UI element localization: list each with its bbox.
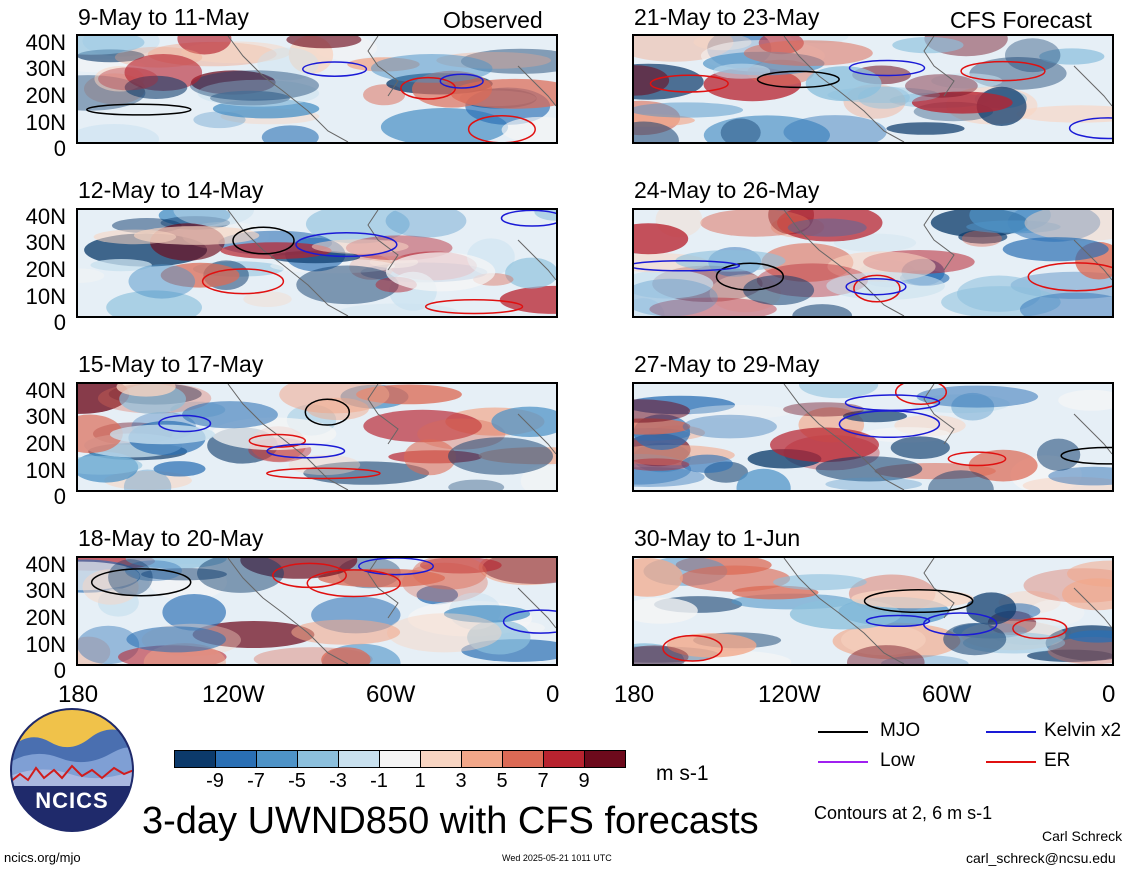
lat-label: 0 — [53, 484, 66, 509]
lat-label: 40N — [25, 552, 66, 577]
colorbar-tick-label: 5 — [496, 770, 508, 792]
colorbar-swatch — [461, 750, 503, 768]
footer-timestamp: Wed 2025-05-21 1011 UTC — [502, 853, 612, 863]
lon-label-120w-right: 120W — [758, 681, 821, 708]
colorbar-tick-label: -1 — [370, 770, 388, 792]
lat-label: 20N — [25, 83, 66, 108]
lat-label: 20N — [25, 257, 66, 282]
colorbar-tick-label: -7 — [247, 770, 265, 792]
lon-label-120w-left: 120W — [202, 681, 265, 708]
panel-title-left-3: 15-May to 17-May — [78, 351, 264, 377]
lat-label: 20N — [25, 431, 66, 456]
map-panel-left-3 — [76, 382, 558, 492]
wind-anomaly-map — [78, 384, 556, 490]
lat-label: 0 — [53, 658, 66, 683]
colorbar-swatch — [379, 750, 421, 768]
panel-title-left-4: 18-May to 20-May — [78, 525, 264, 551]
lon-label-180-right: 180 — [614, 681, 655, 708]
lon-label-60w-left: 60W — [366, 681, 416, 708]
wind-anomaly-map — [78, 558, 556, 664]
lon-label-60w-right: 60W — [922, 681, 972, 708]
kelvin-legend-label: Kelvin x2 — [1044, 720, 1122, 741]
footer-email: carl_schreck@ncsu.edu — [966, 850, 1116, 866]
low-legend-line — [818, 761, 868, 763]
wind-anomaly-map — [634, 558, 1112, 664]
contours-note: Contours at 2, 6 m s-1 — [814, 803, 993, 823]
lon-label-0-left: 0 — [546, 681, 560, 708]
lat-label: 30N — [25, 56, 66, 81]
lat-label: 10N — [25, 110, 66, 135]
lon-label-0-right: 0 — [1102, 681, 1116, 708]
colorbar-swatch — [297, 750, 339, 768]
colorbar-tick-label: 9 — [578, 770, 590, 792]
panel-title-left-2: 12-May to 14-May — [78, 177, 264, 203]
observed-label: Observed — [443, 7, 543, 33]
lat-label: 10N — [25, 458, 66, 483]
lat-label: 0 — [53, 136, 66, 161]
main-title: 3-day UWND850 with CFS forecasts — [142, 800, 759, 842]
wind-anomaly-map — [634, 36, 1112, 142]
low-legend-label: Low — [880, 750, 915, 771]
ncics-logo: NCICS — [10, 708, 134, 832]
panel-title-right-1: 21-May to 23-May — [634, 4, 820, 30]
map-panel-right-1 — [632, 34, 1114, 144]
lat-label: 0 — [53, 310, 66, 335]
panel-title-right-4: 30-May to 1-Jun — [634, 525, 801, 551]
map-panel-right-3 — [632, 382, 1114, 492]
footer-url: ncics.org/mjo — [4, 850, 81, 865]
wind-anomaly-map — [78, 36, 556, 142]
colorbar-tick-label: -5 — [288, 770, 306, 792]
lat-label: 40N — [25, 378, 66, 403]
lat-label: 30N — [25, 578, 66, 603]
er-legend-label: ER — [1044, 750, 1071, 771]
colorbar-swatch — [420, 750, 462, 768]
lat-label: 40N — [25, 204, 66, 229]
map-panel-left-1 — [76, 34, 558, 144]
footer-author: Carl Schreck — [1042, 828, 1123, 844]
lat-label: 30N — [25, 404, 66, 429]
colorbar-swatch — [174, 750, 216, 768]
map-panel-left-2 — [76, 208, 558, 318]
lon-label-180-left: 180 — [58, 681, 99, 708]
lat-label: 30N — [25, 230, 66, 255]
mjo-legend-line — [818, 731, 868, 733]
colorbar-units: m s-1 — [656, 762, 709, 785]
panel-title-right-2: 24-May to 26-May — [634, 177, 820, 203]
lat-label: 10N — [25, 284, 66, 309]
colorbar-tick-label: 7 — [537, 770, 549, 792]
kelvin-legend-line — [986, 731, 1036, 733]
panel-title-right-3: 27-May to 29-May — [634, 351, 820, 377]
colorbar-tick-label: -3 — [329, 770, 347, 792]
colorbar-swatch — [543, 750, 585, 768]
cfs-forecast-label: CFS Forecast — [950, 7, 1092, 33]
colorbar-swatch — [584, 750, 626, 768]
mjo-legend-label: MJO — [880, 720, 921, 741]
colorbar-tick-label: -9 — [206, 770, 224, 792]
colorbar-tick-label: 3 — [455, 770, 467, 792]
colorbar-swatch — [502, 750, 544, 768]
wind-anomaly-map — [634, 384, 1112, 490]
colorbar-tick-label: 1 — [414, 770, 426, 792]
colorbar-swatch — [256, 750, 298, 768]
wind-anomaly-map — [78, 210, 556, 316]
map-panel-right-4 — [632, 556, 1114, 666]
panel-title-left-1: 9-May to 11-May — [78, 4, 249, 30]
er-legend-line — [986, 761, 1036, 763]
wind-anomaly-map — [634, 210, 1112, 316]
map-panel-right-2 — [632, 208, 1114, 318]
lat-label: 10N — [25, 632, 66, 657]
ncics-logo-text: NCICS — [35, 788, 109, 813]
colorbar-swatch — [338, 750, 380, 768]
lat-label: 40N — [25, 30, 66, 55]
colorbar-swatch — [215, 750, 257, 768]
lat-label: 20N — [25, 605, 66, 630]
map-panel-left-4 — [76, 556, 558, 666]
